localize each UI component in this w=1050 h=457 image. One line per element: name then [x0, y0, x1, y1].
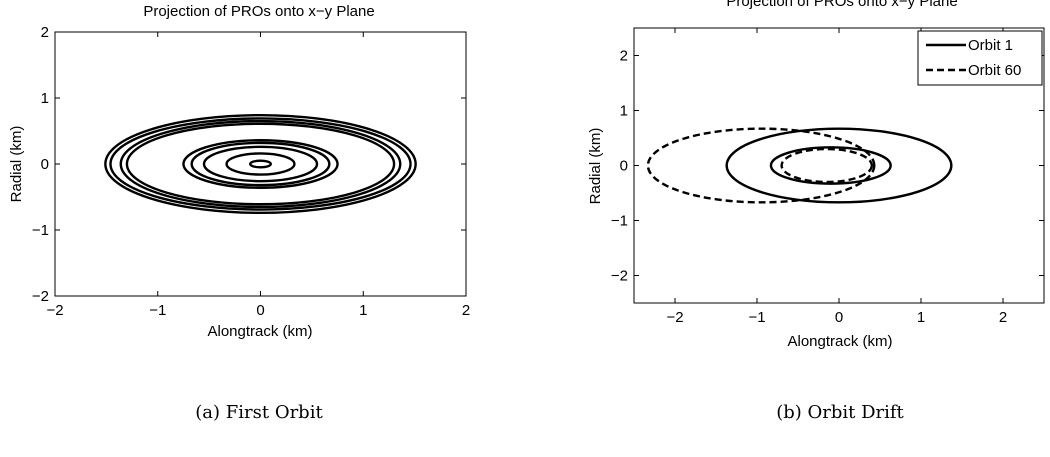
panel-a-xtick-label: 1	[359, 302, 367, 319]
panel-a: Projection of PROs onto x−y Plane −2 −1 0 1…	[8, 3, 470, 423]
panel-b-caption: (b) Orbit Drift	[776, 402, 904, 423]
panel-a-orbit-1-7	[202, 145, 319, 183]
panel-a-orbit-1-2	[109, 117, 412, 211]
panel-b-xtick-label: 2	[999, 309, 1007, 326]
panel-b-ylabel: Radial (km)	[587, 128, 604, 205]
panel-b-legend: Orbit 1 Orbit 60	[917, 30, 1043, 86]
panel-a-title: Projection of PROs onto x−y Plane	[143, 3, 374, 20]
panel-a-xtick-label: 0	[256, 302, 264, 319]
panel-a-orbit-1-4	[125, 122, 396, 206]
panel-a-orbit-1-5	[182, 139, 339, 189]
panel-a-caption: (a) First Orbit	[195, 402, 323, 423]
panel-a-ytick-label: 1	[41, 90, 49, 107]
panel-a-axes-box	[54, 31, 467, 297]
panel-a-orbit-1-1	[104, 113, 417, 215]
panel-b-xtick-label: 0	[835, 309, 843, 326]
panel-b-ytick-label: −1	[611, 213, 628, 230]
panel-a-ticks: −2 −1 0 1 2 −2 −1 0 1 2	[32, 24, 470, 319]
panel-b-orbit-1-1	[725, 127, 953, 204]
panel-b-ticks: −2 −1 0 1 2 −2 −1 0 1 2	[611, 28, 1044, 326]
panel-a-xlabel: Alongtrack (km)	[207, 323, 312, 340]
panel-a-ytick-label: 2	[41, 24, 49, 41]
panel-b: Projection of PROs onto x−y Plane −2 −1 0 1…	[587, 0, 1045, 423]
panel-b-title: Projection of PROs onto x−y Plane	[726, 0, 957, 10]
panel-b-xtick-label: −2	[666, 309, 683, 326]
panel-a-ytick-label: −1	[32, 222, 49, 239]
panel-b-ytick-label: 2	[620, 48, 628, 65]
panel-a-ytick-label: −2	[32, 288, 49, 305]
legend-box	[917, 30, 1043, 86]
panel-a-ytick-label: 0	[41, 156, 49, 173]
panel-a-ylabel: Radial (km)	[8, 126, 25, 203]
panel-a-plot-area	[104, 113, 417, 215]
panel-a-xtick-label: 2	[462, 302, 470, 319]
legend-label-orbit-60: Orbit 60	[968, 62, 1021, 79]
panel-b-orbit-2-2	[780, 147, 874, 184]
panel-b-xtick-label: 1	[917, 309, 925, 326]
panel-b-orbit-1-2	[769, 146, 892, 185]
panel-a-orbit-1-3	[119, 119, 402, 209]
panel-b-xlabel: Alongtrack (km)	[787, 333, 892, 350]
panel-b-orbit-2-1	[646, 127, 876, 204]
panel-b-ytick-label: 1	[620, 103, 628, 120]
panel-a-xtick-label: −2	[46, 302, 63, 319]
panel-a-xtick-label: −1	[149, 302, 166, 319]
panel-a-orbit-1-6	[190, 141, 331, 187]
panel-a-orbit-1-9	[249, 159, 272, 169]
legend-label-orbit-1: Orbit 1	[968, 37, 1013, 54]
panel-b-ytick-label: −2	[611, 268, 628, 285]
panel-b-ytick-label: 0	[620, 158, 628, 175]
panel-a-orbit-1-8	[225, 152, 296, 176]
panel-b-plot-area	[646, 127, 953, 204]
panel-b-xtick-label: −1	[748, 309, 765, 326]
